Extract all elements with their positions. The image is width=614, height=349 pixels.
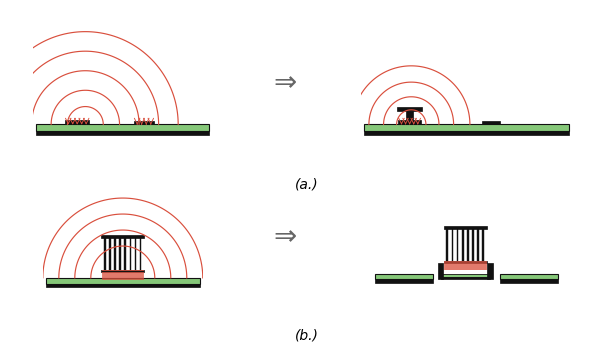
Text: (a.): (a.) <box>295 178 319 192</box>
Bar <box>36 125 209 131</box>
Bar <box>104 238 106 269</box>
Bar <box>364 131 569 135</box>
Bar <box>65 120 90 125</box>
Bar <box>119 238 121 269</box>
Bar <box>446 229 448 261</box>
Bar <box>500 274 558 280</box>
Bar <box>134 121 154 125</box>
Text: ⇒: ⇒ <box>274 69 297 97</box>
Bar <box>457 229 459 261</box>
Bar <box>472 229 473 261</box>
Bar <box>500 280 558 283</box>
Bar <box>482 121 500 125</box>
Bar <box>375 280 433 283</box>
Bar <box>441 274 489 276</box>
Bar <box>134 238 136 269</box>
Bar <box>125 238 126 269</box>
Bar <box>140 238 141 269</box>
Text: (b.): (b.) <box>295 328 319 342</box>
Text: ⇒: ⇒ <box>274 223 297 251</box>
Bar <box>477 229 479 261</box>
Bar <box>451 229 453 261</box>
Bar <box>36 131 209 135</box>
Bar <box>444 226 487 229</box>
Bar <box>462 229 464 261</box>
Bar <box>101 269 144 272</box>
Bar <box>101 235 144 238</box>
Bar <box>45 278 200 284</box>
Bar <box>488 263 492 280</box>
Bar <box>109 238 111 269</box>
Bar <box>130 238 131 269</box>
Bar <box>467 229 468 261</box>
Bar <box>441 276 489 280</box>
Bar <box>438 263 443 280</box>
Bar <box>397 107 422 111</box>
Bar <box>45 284 200 287</box>
Bar <box>114 238 116 269</box>
Bar <box>482 229 484 261</box>
Bar <box>398 120 421 125</box>
Bar <box>375 274 433 280</box>
Bar <box>364 125 569 131</box>
Bar <box>444 261 487 263</box>
Bar <box>406 111 413 120</box>
